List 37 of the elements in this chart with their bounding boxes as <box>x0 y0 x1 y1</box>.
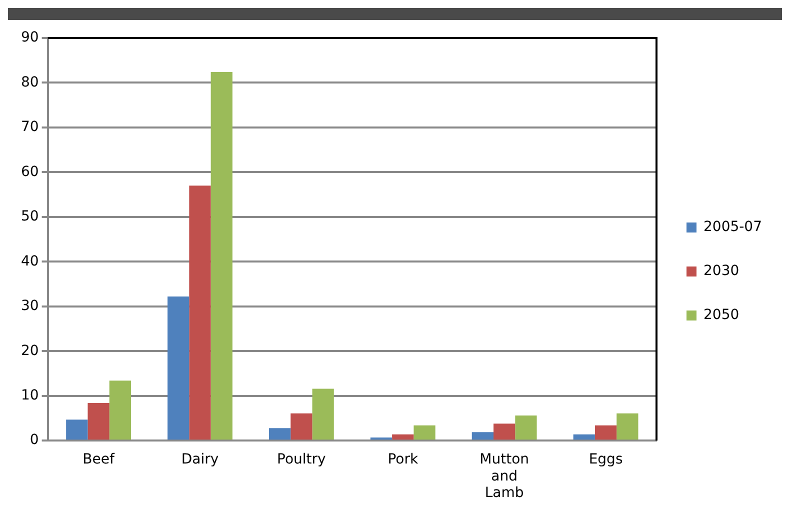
bar <box>370 437 392 440</box>
legend-label: 2005-07 <box>704 219 762 236</box>
x-tick-label: Mutton and Lamb <box>480 452 530 502</box>
bar <box>573 434 595 440</box>
x-tick-label: Pork <box>388 452 419 468</box>
y-tick-label: 60 <box>20 164 39 180</box>
bar <box>392 434 414 440</box>
bar <box>168 296 190 440</box>
y-tick-label: 70 <box>20 119 39 136</box>
bar <box>616 413 638 440</box>
bar <box>290 413 312 440</box>
bar <box>515 416 537 440</box>
bar <box>472 432 494 440</box>
x-tick-label: Poultry <box>277 452 326 468</box>
legend-label: 2030 <box>704 263 740 280</box>
x-tick-label: Beef <box>82 452 116 468</box>
y-tick-label: 0 <box>30 432 39 448</box>
y-tick-label: 50 <box>20 208 39 225</box>
y-tick-label: 10 <box>20 388 39 404</box>
y-tick-label: 90 <box>20 30 39 46</box>
bar <box>210 72 232 440</box>
bar <box>414 425 436 440</box>
y-tick-label: 30 <box>20 298 39 314</box>
bar <box>594 425 617 440</box>
legend-label: 2050 <box>704 307 740 324</box>
bar <box>268 428 291 440</box>
y-tick-label: 40 <box>20 253 39 270</box>
bar <box>66 420 88 440</box>
bar <box>189 186 211 440</box>
bar <box>88 403 110 440</box>
y-tick-label: 80 <box>20 74 39 90</box>
bar <box>494 424 516 440</box>
bar <box>109 380 131 440</box>
x-tick-label: Dairy <box>181 452 219 468</box>
bar <box>312 388 334 440</box>
x-tick-label: Eggs <box>588 452 623 468</box>
y-tick-label: 20 <box>20 342 39 359</box>
